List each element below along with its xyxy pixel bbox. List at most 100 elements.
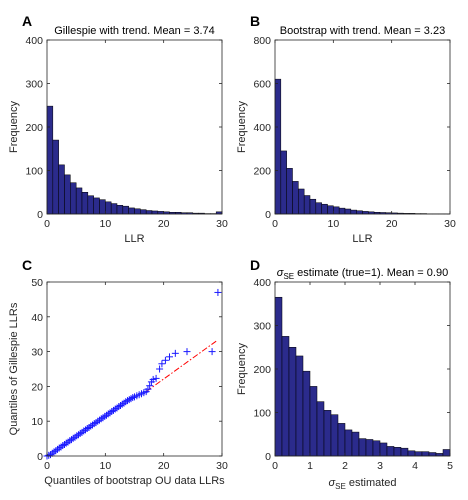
scatter-point bbox=[171, 349, 179, 357]
x-tick-label: 10 bbox=[327, 218, 339, 230]
histogram-bar bbox=[70, 182, 77, 215]
x-tick-label: 0 bbox=[272, 460, 278, 472]
histogram-bar bbox=[286, 168, 293, 215]
panel-b: B 0 10 20 30 0 200 400 600 800 Bootstrap with tren… bbox=[236, 13, 456, 245]
histogram-bar bbox=[280, 150, 287, 215]
x-tick-label: 5 bbox=[447, 460, 453, 472]
y-tick-label: 10 bbox=[31, 416, 43, 428]
y-tick-label: 100 bbox=[253, 408, 271, 420]
xlabel-subscript: SE bbox=[335, 482, 346, 491]
y-tick-label: 600 bbox=[253, 79, 271, 91]
y-tick-label: 0 bbox=[265, 209, 271, 221]
histogram-bar bbox=[87, 195, 94, 215]
x-axis-label: LLR bbox=[124, 233, 144, 245]
y-tick-label: 0 bbox=[37, 451, 43, 463]
histogram-bar bbox=[295, 355, 304, 457]
histogram-bar bbox=[274, 78, 282, 215]
y-tick-label: 400 bbox=[25, 35, 43, 47]
axes-box bbox=[46, 281, 223, 457]
histogram-bar bbox=[105, 201, 112, 215]
histogram-bar bbox=[333, 206, 340, 215]
y-tick-label: 200 bbox=[253, 166, 271, 178]
histogram-bar bbox=[356, 210, 363, 215]
y-axis-label: Frequency bbox=[8, 101, 20, 153]
x-axis-label: Quantiles of bootstrap OU data LLRs bbox=[44, 475, 225, 487]
histogram-bar bbox=[393, 447, 402, 457]
histogram-bar bbox=[350, 209, 357, 215]
histogram-bar bbox=[344, 429, 353, 457]
histogram-bar bbox=[46, 105, 54, 215]
panel-letter: C bbox=[22, 257, 32, 273]
histogram-bar bbox=[303, 195, 311, 215]
histogram-bar bbox=[281, 336, 290, 457]
histogram-bar bbox=[407, 450, 416, 457]
x-tick-label: 0 bbox=[44, 460, 50, 472]
histogram-bar bbox=[386, 446, 395, 457]
y-tick-label: 300 bbox=[253, 321, 271, 333]
chart-title: Gillespie with trend. Mean = 3.74 bbox=[54, 25, 215, 37]
scatter-point bbox=[214, 288, 222, 296]
x-tick-label: 10 bbox=[99, 218, 111, 230]
y-tick-label: 0 bbox=[265, 451, 271, 463]
x-tick-label: 20 bbox=[158, 218, 170, 230]
y-axis-label: Frequency bbox=[236, 343, 248, 395]
histogram-bar bbox=[323, 410, 332, 457]
histogram-bar bbox=[372, 440, 381, 457]
x-tick-label: 20 bbox=[158, 460, 170, 472]
y-tick-label: 400 bbox=[253, 122, 271, 134]
histogram-bar bbox=[338, 207, 346, 215]
histogram-bar bbox=[414, 451, 423, 457]
histogram-bar bbox=[122, 205, 129, 215]
scatter-point bbox=[146, 382, 154, 390]
histogram-bar bbox=[344, 208, 352, 215]
scatter-point bbox=[129, 394, 137, 402]
histogram-bar bbox=[309, 198, 317, 215]
y-tick-label: 400 bbox=[253, 277, 271, 289]
xlabel-symbol: σ bbox=[328, 477, 335, 489]
histogram-bar bbox=[81, 192, 89, 215]
histogram-bar bbox=[110, 203, 118, 215]
panel-c: C 0 10 20 30 0 10 20 30 40 50 Quantiles of bootstra… bbox=[8, 257, 228, 487]
histogram-bar bbox=[421, 451, 430, 457]
histogram-bar bbox=[400, 447, 409, 457]
x-tick-label: 2 bbox=[342, 460, 348, 472]
panel-letter: A bbox=[22, 13, 32, 29]
x-axis-label: LLR bbox=[352, 233, 372, 245]
scatter-point bbox=[152, 374, 160, 382]
title-text: estimate (true=1). Mean = 0.90 bbox=[294, 267, 448, 279]
scatter-point bbox=[208, 348, 216, 356]
histogram-bar bbox=[337, 423, 346, 457]
histogram-bar bbox=[315, 202, 322, 215]
y-tick-label: 50 bbox=[31, 277, 43, 289]
histogram-bar bbox=[116, 205, 124, 215]
histogram-bar bbox=[351, 431, 360, 457]
scatter-point bbox=[183, 348, 191, 356]
histogram-bar bbox=[309, 386, 318, 457]
scatter-point bbox=[149, 375, 157, 383]
y-tick-label: 100 bbox=[25, 166, 43, 178]
axes-box bbox=[274, 39, 451, 215]
histogram-bar bbox=[151, 210, 159, 215]
histogram-bar bbox=[64, 174, 71, 215]
x-tick-label: 4 bbox=[412, 460, 418, 472]
scatter-point bbox=[161, 356, 169, 364]
histogram-bar bbox=[134, 208, 141, 215]
histogram-bar bbox=[302, 370, 311, 457]
x-tick-label: 1 bbox=[307, 460, 313, 472]
scatter-point bbox=[156, 365, 164, 373]
scatter-point bbox=[127, 395, 135, 403]
histogram-bar bbox=[316, 401, 325, 457]
histogram-bar bbox=[442, 449, 451, 457]
title-symbol: σ bbox=[277, 267, 284, 279]
histogram-bar bbox=[288, 347, 297, 457]
reference-line bbox=[145, 340, 217, 393]
y-tick-label: 40 bbox=[31, 312, 43, 324]
histogram-bar bbox=[145, 210, 153, 215]
x-tick-label: 10 bbox=[99, 460, 111, 472]
x-tick-label: 20 bbox=[386, 218, 398, 230]
histogram-bar bbox=[327, 205, 334, 215]
scatter-point bbox=[144, 385, 152, 393]
